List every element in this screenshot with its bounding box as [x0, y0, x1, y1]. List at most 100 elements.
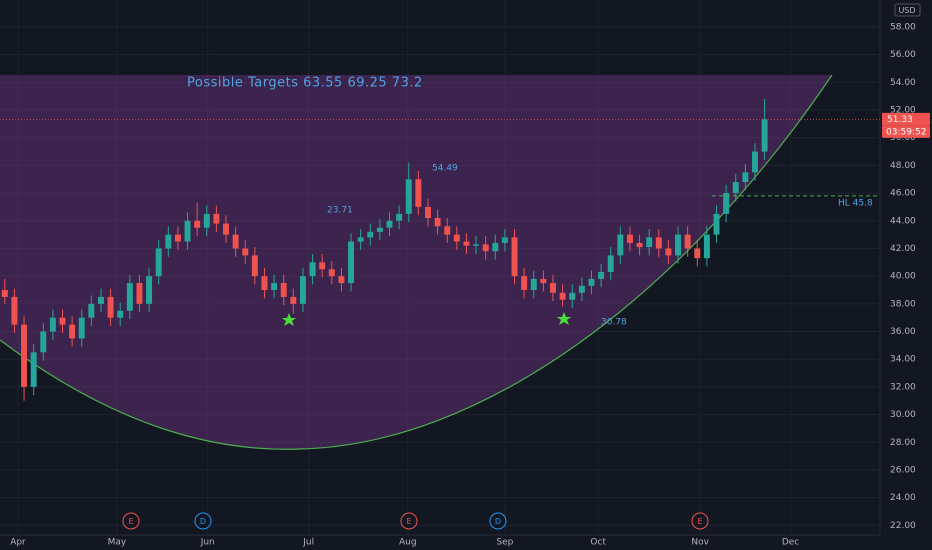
candle-body [117, 310, 124, 318]
candle-body [742, 172, 749, 183]
event-marker [122, 512, 140, 530]
candle-body [261, 276, 268, 290]
candle-body [21, 324, 28, 387]
targets-text: Possible Targets 63.55 69.25 73.2 [187, 76, 423, 91]
y-tick-label: 50.00 [890, 133, 916, 143]
candle-body [569, 292, 576, 300]
candle-body [271, 283, 278, 290]
candles [1, 98, 768, 401]
candle-body [184, 220, 191, 242]
candle-body [290, 296, 297, 304]
candle-body [424, 206, 431, 219]
candle-body [203, 213, 210, 228]
axes: 22.00 24.00 26.00 28.00 30.00 32.00 34.00 36.00… [0, 22, 930, 548]
candle-body [511, 237, 518, 277]
y-tick-label: 44.00 [890, 216, 916, 226]
y-tick-label: 58.00 [890, 22, 916, 32]
candle-body [376, 227, 383, 232]
candle-body [367, 231, 374, 238]
candle-body [242, 248, 249, 256]
candle-body [732, 182, 739, 194]
x-tick-label: Oct [590, 538, 606, 548]
candle-body [675, 234, 682, 256]
x-tick-label: Apr [10, 538, 26, 548]
candle-body [174, 234, 181, 242]
candle-body [751, 151, 758, 173]
y-tick-label: 52.00 [890, 106, 916, 116]
candle-body [415, 179, 422, 207]
left-label: 23.71 [327, 206, 353, 216]
candle-body [299, 276, 306, 304]
candle-body [357, 237, 364, 242]
candle-body [213, 213, 220, 224]
candle-body [492, 242, 499, 252]
hl-label: HL 45.8 [838, 198, 873, 208]
candle-body [530, 278, 537, 290]
candle-body [703, 234, 710, 259]
candle-body [194, 220, 201, 228]
x-tick-label: Nov [691, 538, 709, 548]
candle-body [348, 241, 355, 284]
y-tick-label: 32.00 [890, 382, 916, 392]
candle-body [30, 352, 37, 387]
candle-body [155, 248, 162, 277]
event-marker [194, 512, 212, 530]
candle-body [694, 248, 701, 259]
y-tick-label: 22.00 [890, 521, 916, 531]
candle-body [136, 283, 143, 304]
candle-body [309, 262, 316, 277]
cup-curve [0, 74, 833, 450]
candle-body [434, 218, 441, 227]
candle-body [463, 241, 470, 246]
candle-body [107, 296, 114, 318]
candle-body [521, 276, 528, 290]
candle-body [232, 234, 239, 249]
y-tick-label: 34.00 [890, 355, 916, 365]
last-price-box [882, 112, 930, 126]
spike-label: 54.49 [432, 164, 458, 174]
x-tick-label: Sep [496, 538, 513, 548]
low-label: 30.78 [601, 318, 627, 328]
event-marker [489, 512, 507, 530]
candle-body [251, 255, 258, 277]
candle-body [78, 317, 85, 339]
y-tick-label: 36.00 [890, 327, 916, 337]
candle-body [482, 244, 489, 252]
candle-body [665, 248, 672, 256]
candle-body [723, 193, 730, 214]
candle-body [88, 303, 95, 318]
candle-body [598, 271, 605, 279]
event-label: E [697, 517, 702, 526]
y-tick-label: 42.00 [890, 244, 916, 254]
event-marker [691, 512, 709, 530]
candle-body [49, 317, 56, 332]
y-tick-label: 54.00 [890, 78, 916, 88]
candle-body [501, 237, 508, 243]
candle-body [559, 292, 566, 300]
candle-body [319, 262, 326, 270]
event-label: E [406, 517, 411, 526]
candle-body [578, 285, 585, 293]
candle-body [713, 213, 720, 235]
x-tick-label: May [108, 538, 127, 548]
x-tick-label: Jun [200, 538, 215, 548]
candle-body [386, 220, 393, 228]
candle-body [1, 289, 8, 297]
event-marker [400, 512, 418, 530]
candle-body [280, 283, 287, 297]
currency: USD [898, 6, 915, 15]
y-tick-label: 28.00 [890, 438, 916, 448]
y-tick-label: 40.00 [890, 272, 916, 282]
y-tick-label: 48.00 [890, 161, 916, 171]
star [557, 312, 571, 325]
candle-body [223, 223, 229, 235]
star [282, 313, 296, 326]
candle-body [40, 331, 47, 353]
candle-body [550, 283, 556, 293]
candle-body [636, 242, 643, 248]
x-tick-label: Dec [782, 538, 799, 548]
event-label: E [128, 517, 133, 526]
cup-area [0, 75, 832, 450]
